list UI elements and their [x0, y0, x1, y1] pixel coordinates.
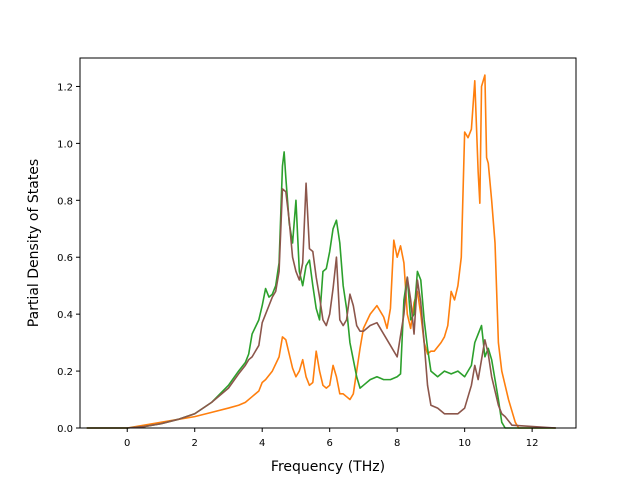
x-tick-label: 10: [458, 438, 471, 449]
y-tick-label: 0.0: [57, 424, 73, 435]
y-tick-label: 0.6: [57, 253, 73, 264]
x-tick-label: 12: [526, 438, 539, 449]
plot-frame: [79, 57, 577, 429]
y-axis-title: Partial Density of States: [26, 159, 42, 327]
series-line-2: [86, 151, 556, 429]
series-line-3: [86, 182, 556, 429]
x-axis-title: Frequency (THz): [271, 459, 385, 475]
series-layer: [86, 74, 556, 429]
y-tick-label: 0.2: [57, 367, 73, 378]
y-tick-label: 1.2: [57, 82, 73, 93]
x-tick-label: 4: [259, 438, 265, 449]
y-tick-label: 0.4: [57, 310, 73, 321]
y-tick-label: 0.8: [57, 196, 73, 207]
x-tick-label: 2: [192, 438, 198, 449]
x-tick-label: 6: [326, 438, 332, 449]
x-tick-label: 0: [124, 438, 130, 449]
axes-layer: 0 2 4 6 8 10 12 0.0 0.2 0.4 0.6 0.8 1.0 1.2: [57, 57, 577, 449]
x-tick-label: 8: [394, 438, 400, 449]
series-line-1: [86, 74, 556, 429]
y-tick-label: 1.0: [57, 139, 73, 150]
